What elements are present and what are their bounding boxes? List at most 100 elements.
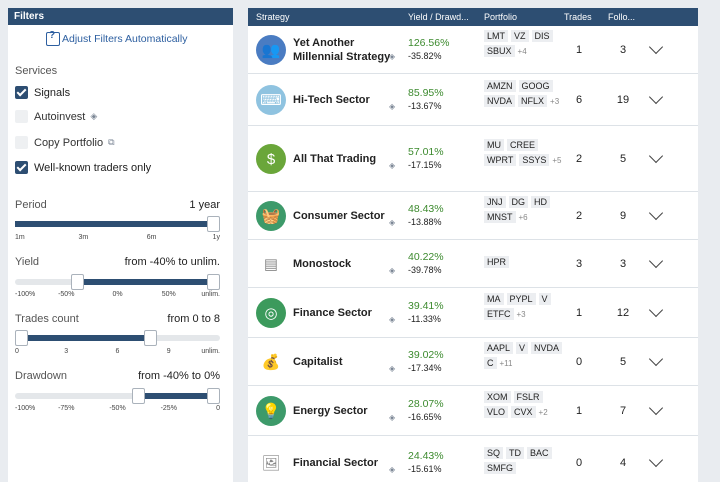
autoinvest-checkbox[interactable]: Autoinvest ◈ — [15, 110, 97, 123]
header-strategy[interactable]: Strategy — [256, 12, 290, 22]
header-followers[interactable]: Follo... — [608, 12, 636, 22]
portfolio-tickers: AAPL V NVDA C +11 — [484, 342, 564, 369]
ticker-badge[interactable]: ETFC — [484, 308, 514, 320]
ticker-badge[interactable]: SQ — [484, 447, 504, 459]
chevron-down-icon[interactable] — [648, 351, 664, 367]
signals-checkbox[interactable]: Signals — [15, 86, 70, 99]
chevron-down-icon[interactable] — [648, 89, 664, 105]
chevron-down-icon[interactable] — [648, 400, 664, 416]
table-header: Strategy Yield / Drawd... Portfolio Trad… — [248, 8, 698, 26]
yield-low-thumb[interactable] — [70, 274, 84, 290]
more-tickers[interactable]: +3 — [550, 96, 560, 106]
ticker-badge[interactable]: VZ — [511, 30, 529, 42]
ticker-badge[interactable]: SSYS — [519, 154, 550, 166]
drawdown-low-thumb[interactable] — [132, 388, 145, 404]
strategy-name[interactable]: Finance Sector — [293, 307, 372, 319]
trades-slider[interactable]: Trades count from 0 to 8 0 3 6 9 unlim. — [15, 313, 220, 355]
table-row[interactable]: ◎ Finance Sector ◈ 39.41% -11.33% MA PYPL… — [248, 288, 698, 338]
ticker-badge[interactable]: PYPL — [506, 293, 536, 305]
ticker-badge[interactable]: GOOG — [518, 80, 553, 92]
basket-icon: 🧺 — [256, 201, 286, 231]
drawdown-value: -15.61% — [408, 464, 442, 474]
ticker-badge[interactable]: MU — [484, 139, 504, 151]
more-tickers[interactable]: +6 — [518, 212, 528, 222]
table-row[interactable]: 💰 Capitalist ◈ 39.02% -17.34% AAPL V NVDA C… — [248, 338, 698, 386]
table-row[interactable]: 🖼 Financial Sector ◈ 24.43% -15.61% SQ TD… — [248, 436, 698, 482]
ticker-badge[interactable]: JNJ — [484, 196, 506, 208]
strategy-name[interactable]: Consumer Sector — [293, 210, 385, 222]
ticker-badge[interactable]: TD — [506, 447, 525, 459]
ticker-badge[interactable]: AAPL — [484, 342, 514, 354]
strategy-name[interactable]: Hi-Tech Sector — [293, 94, 370, 106]
followers-count: 3 — [619, 44, 627, 56]
strategy-name[interactable]: Energy Sector — [293, 405, 368, 417]
ticker-badge[interactable]: SBUX — [484, 45, 515, 57]
more-tickers[interactable]: +5 — [552, 155, 562, 165]
ticker-badge[interactable]: CVX — [511, 406, 536, 418]
ticker-badge[interactable]: NVDA — [531, 342, 563, 354]
more-tickers[interactable]: +2 — [538, 407, 548, 417]
copy-icon: ◈ — [389, 266, 396, 275]
ticker-badge[interactable]: FSLR — [513, 391, 543, 403]
ticker-badge[interactable]: DG — [508, 196, 528, 208]
header-trades[interactable]: Trades — [564, 12, 592, 22]
more-tickers[interactable]: +11 — [499, 358, 513, 368]
chevron-down-icon[interactable] — [648, 39, 664, 55]
table-row[interactable]: 👥 Yet Another Millennial Strategy ◈ 126.… — [248, 26, 698, 74]
strategy-name[interactable]: Financial Sector — [293, 457, 378, 469]
chevron-down-icon[interactable] — [648, 148, 664, 164]
more-tickers[interactable]: +4 — [517, 46, 527, 56]
header-yield[interactable]: Yield / Drawd... — [408, 12, 469, 22]
ticker-badge[interactable]: C — [484, 357, 497, 369]
ticker-badge[interactable]: NFLX — [518, 95, 548, 107]
period-thumb[interactable] — [207, 216, 220, 232]
strategy-name[interactable]: All That Trading — [293, 153, 377, 165]
ticker-badge[interactable]: XOM — [484, 391, 511, 403]
yield-slider[interactable]: Yield from -40% to unlim. -100% -50% 0% 50%… — [15, 256, 220, 298]
period-track[interactable] — [15, 216, 220, 232]
copy-icon: ◈ — [389, 161, 396, 170]
ticker-badge[interactable]: HD — [531, 196, 550, 208]
trades-low-thumb[interactable] — [15, 330, 28, 346]
trades-high-thumb[interactable] — [144, 330, 158, 346]
adjust-filters-button[interactable]: Adjust Filters Automatically — [46, 30, 187, 46]
ticker-badge[interactable]: V — [538, 293, 551, 305]
drawdown-high-thumb[interactable] — [207, 388, 220, 404]
ticker-badge[interactable]: LMT — [484, 30, 508, 42]
table-row[interactable]: 🧺 Consumer Sector ◈ 48.43% -13.88% JNJ DG… — [248, 192, 698, 240]
ticker-badge[interactable]: SMFG — [484, 462, 516, 474]
ticker-badge[interactable]: VLO — [484, 406, 509, 418]
ticker-badge[interactable]: WPRT — [484, 154, 517, 166]
header-portfolio[interactable]: Portfolio — [484, 12, 518, 22]
ticker-badge[interactable]: NVDA — [484, 95, 516, 107]
ticker-badge[interactable]: DIS — [531, 30, 553, 42]
table-row[interactable]: ▤ Monostock ◈ 40.22% -39.78% HPR 3 3 — [248, 240, 698, 288]
chevron-down-icon[interactable] — [648, 302, 664, 318]
chevron-down-icon[interactable] — [648, 452, 664, 468]
trades-track[interactable] — [15, 330, 220, 346]
ticker-badge[interactable]: AMZN — [484, 80, 516, 92]
well-known-checkbox[interactable]: Well-known traders only — [15, 161, 151, 174]
strategy-name[interactable]: Monostock — [293, 258, 352, 270]
chevron-down-icon[interactable] — [648, 205, 664, 221]
ticker-badge[interactable]: BAC — [527, 447, 552, 459]
ticker-badge[interactable]: MA — [484, 293, 504, 305]
chevron-down-icon[interactable] — [648, 253, 664, 269]
strategy-name[interactable]: Yet Another Millennial Strategy — [293, 37, 391, 63]
more-tickers[interactable]: +3 — [516, 309, 526, 319]
table-row[interactable]: ⌨ Hi-Tech Sector ◈ 85.95% -13.67% AMZN GO… — [248, 74, 698, 126]
table-row[interactable]: $ All That Trading ◈ 57.01% -17.15% MU CR… — [248, 126, 698, 192]
trades-count: 0 — [575, 457, 583, 469]
period-slider[interactable]: Period 1 year 1m 3m 6m 1y — [15, 199, 220, 241]
drawdown-track[interactable] — [15, 388, 220, 404]
copy-portfolio-checkbox[interactable]: Copy Portfolio ⧉ — [15, 136, 115, 149]
ticker-badge[interactable]: MNST — [484, 211, 516, 223]
yield-track[interactable] — [15, 274, 220, 290]
strategy-name[interactable]: Capitalist — [293, 356, 343, 368]
ticker-badge[interactable]: HPR — [484, 256, 510, 268]
ticker-badge[interactable]: V — [516, 342, 529, 354]
table-row[interactable]: 💡 Energy Sector ◈ 28.07% -16.65% XOM FSLR… — [248, 386, 698, 436]
drawdown-slider[interactable]: Drawdown from -40% to 0% -100% -75% -50% -2… — [15, 370, 220, 412]
yield-high-thumb[interactable] — [207, 274, 220, 290]
ticker-badge[interactable]: CREE — [507, 139, 539, 151]
